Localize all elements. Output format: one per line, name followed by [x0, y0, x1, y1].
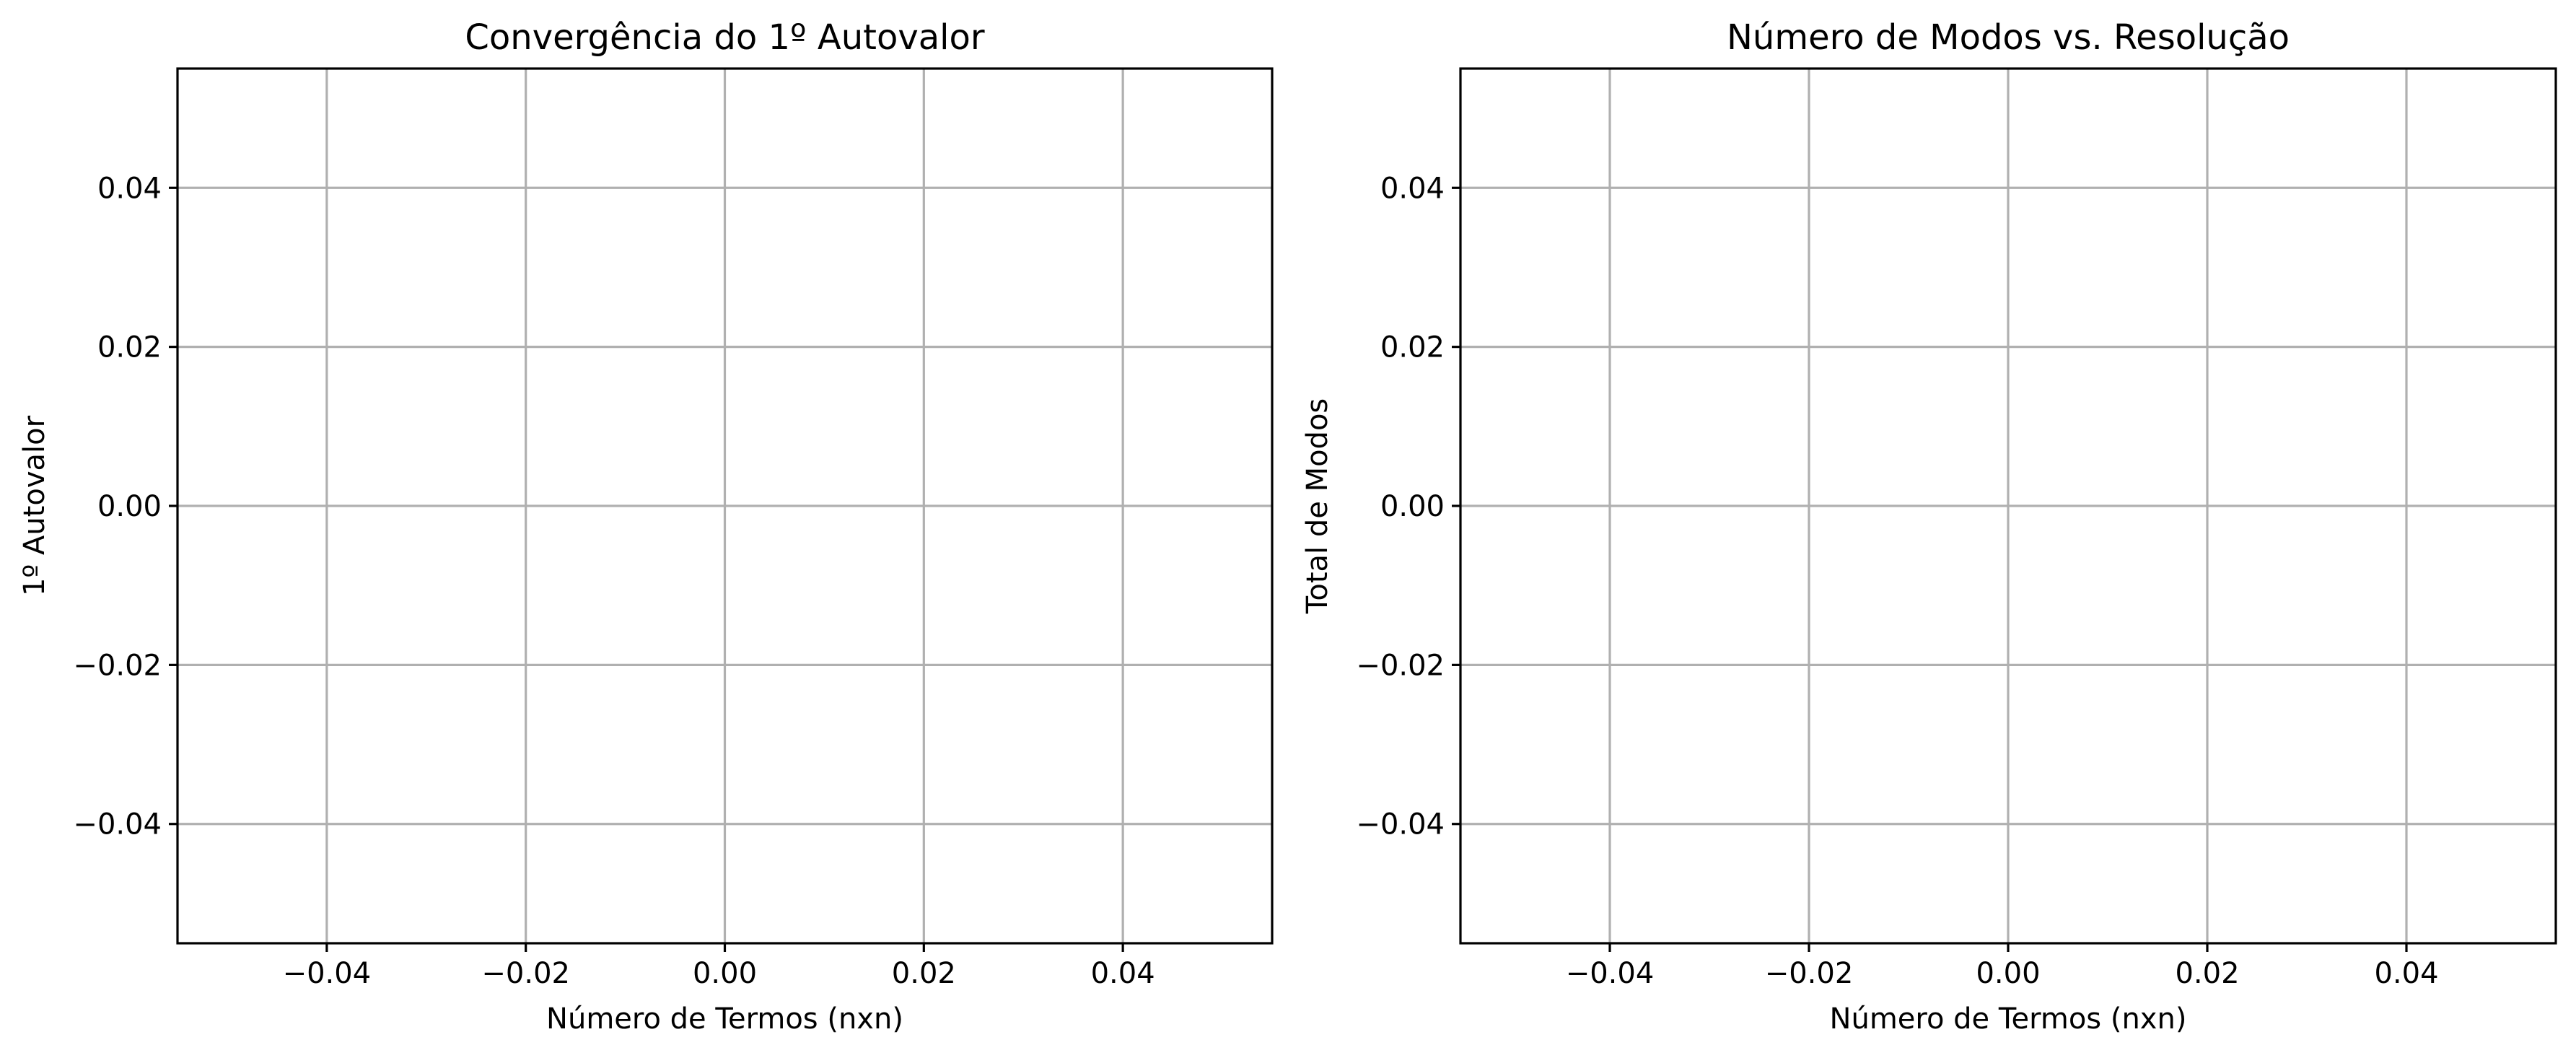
left-chart-grid	[178, 69, 1272, 943]
left-chart-x-tick-label: 0.02	[892, 957, 956, 990]
right-chart-y-tick-label: 0.02	[1380, 331, 1445, 364]
right-chart-y-tick-label: 0.04	[1380, 172, 1445, 205]
left-chart-title: Convergência do 1º Autovalor	[465, 17, 984, 58]
left-chart-x-axis-label: Número de Termos (nxn)	[546, 1002, 903, 1036]
right-chart-panel: Número de Modos vs. Resolução −0.04 −0.02…	[1301, 17, 2557, 1036]
right-chart-x-tick-label: 0.04	[2374, 957, 2438, 990]
right-chart-grid	[1460, 69, 2556, 943]
right-chart-x-tick-label: −0.02	[1765, 957, 1854, 990]
left-chart-panel: Convergência do 1º Autovalor −0.04 −0.02 0…	[18, 17, 1274, 1036]
left-chart-y-ticks: −0.04 −0.02 0.00 0.02 0.04	[73, 172, 178, 841]
left-chart-x-tick-label: 0.04	[1091, 957, 1155, 990]
right-chart-x-axis-label: Número de Termos (nxn)	[1830, 1002, 2187, 1036]
right-chart-y-ticks: −0.04 −0.02 0.00 0.02 0.04	[1356, 172, 1460, 841]
left-chart-x-tick-label: 0.00	[693, 957, 757, 990]
right-chart-x-tick-label: 0.02	[2175, 957, 2239, 990]
left-chart-x-tick-label: −0.04	[283, 957, 372, 990]
right-chart-x-tick-label: 0.00	[1976, 957, 2040, 990]
left-chart-x-tick-label: −0.02	[481, 957, 570, 990]
right-chart-y-tick-label: −0.02	[1356, 649, 1445, 682]
right-chart-y-axis-label: Total de Modos	[1301, 398, 1334, 615]
right-chart-y-tick-label: −0.04	[1356, 808, 1445, 841]
left-chart-x-ticks: −0.04 −0.02 0.00 0.02 0.04	[283, 943, 1155, 990]
right-chart-title: Número de Modos vs. Resolução	[1727, 17, 2290, 58]
right-chart-x-ticks: −0.04 −0.02 0.00 0.02 0.04	[1566, 943, 2439, 990]
left-chart-y-tick-label: 0.02	[97, 331, 162, 364]
left-chart-y-tick-label: 0.00	[97, 490, 162, 523]
right-chart-y-tick-label: 0.00	[1380, 490, 1445, 523]
left-chart-y-axis-label: 1º Autovalor	[18, 415, 51, 596]
left-chart-y-tick-label: 0.04	[97, 172, 162, 205]
left-chart-y-tick-label: −0.04	[73, 808, 162, 841]
left-chart-y-tick-label: −0.02	[73, 649, 162, 682]
right-chart-x-tick-label: −0.04	[1566, 957, 1655, 990]
